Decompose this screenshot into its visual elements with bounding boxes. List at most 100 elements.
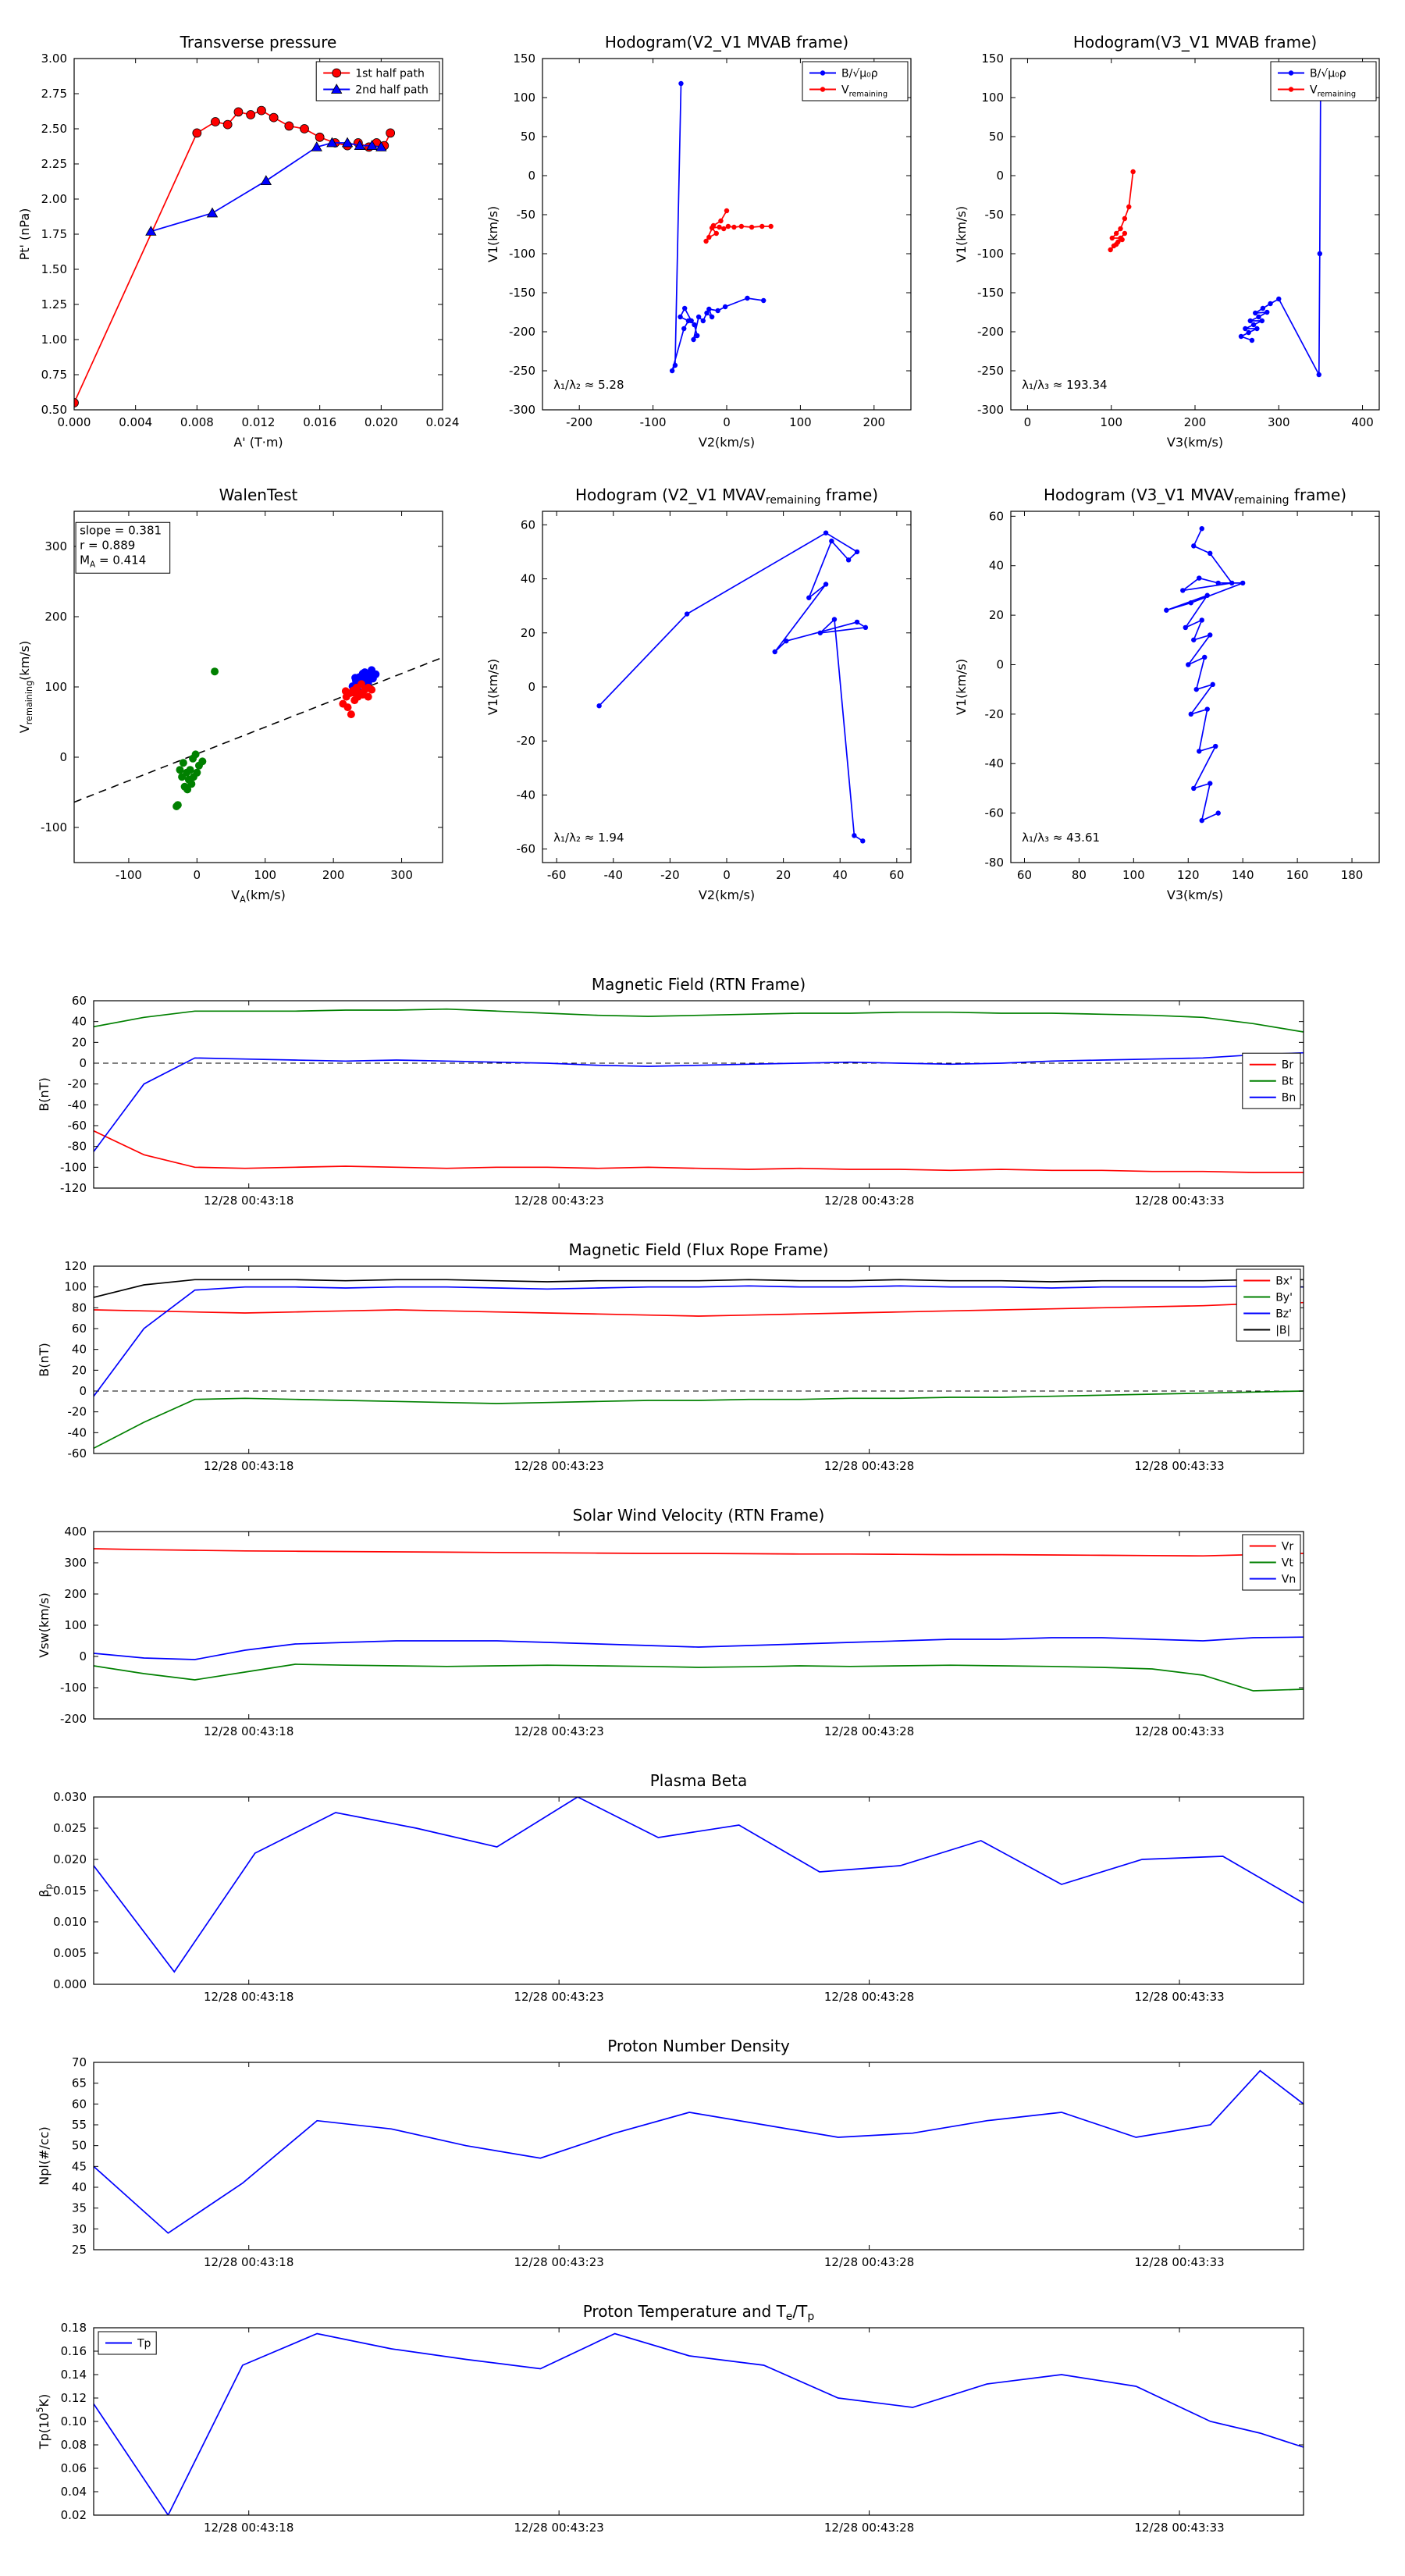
svg-text:-60: -60 (68, 1446, 87, 1461)
svg-text:12/28 00:43:18: 12/28 00:43:18 (204, 1990, 293, 2004)
svg-text:Bz': Bz' (1275, 1308, 1292, 1321)
svg-text:-40: -40 (68, 1098, 87, 1112)
svg-text:100: 100 (64, 1280, 87, 1294)
svg-text:0.12: 0.12 (61, 2391, 87, 2405)
svg-text:20: 20 (776, 868, 791, 882)
svg-text:65: 65 (72, 2076, 87, 2090)
svg-text:100: 100 (513, 91, 535, 105)
svg-text:Solar Wind Velocity (RTN Frame: Solar Wind Velocity (RTN Frame) (573, 1506, 825, 1525)
svg-text:0: 0 (59, 750, 67, 764)
svg-text:V1(km/s): V1(km/s) (954, 659, 969, 715)
svg-text:40: 40 (72, 2180, 87, 2194)
chart-hodogram-v3v1-mvab: 0 100 200 300 400 -300 -250 -200 -150 -100 -50 0 50 1… (937, 16, 1405, 468)
chart-svg-c5: 60 80 100 120 140 160 180 -80 -60 -40 -20 0 20 40 60 Ho… (954, 486, 1380, 902)
svg-text:-200: -200 (60, 1712, 87, 1726)
svg-text:0.012: 0.012 (242, 415, 276, 429)
svg-text:-120: -120 (60, 1181, 87, 1195)
svg-text:45: 45 (72, 2159, 87, 2173)
svg-text:V1(km/s): V1(km/s) (954, 206, 969, 262)
svg-text:20: 20 (989, 608, 1004, 622)
svg-text:Proton Number Density: Proton Number Density (607, 2037, 790, 2055)
svg-text:λ₁/λ₂ ≈ 5.28: λ₁/λ₂ ≈ 5.28 (553, 378, 624, 392)
svg-text:0.50: 0.50 (41, 403, 67, 417)
svg-text:λ₁/λ₂ ≈ 1.94: λ₁/λ₂ ≈ 1.94 (553, 831, 624, 845)
svg-text:0: 0 (996, 169, 1004, 183)
svg-text:160: 160 (1286, 868, 1309, 882)
svg-text:0: 0 (79, 1649, 87, 1663)
svg-text:-100: -100 (509, 247, 535, 261)
svg-text:Proton Temperature and Te/Tp: Proton Temperature and Te/Tp (583, 2302, 815, 2323)
svg-text:Pt' (nPa): Pt' (nPa) (17, 208, 32, 261)
svg-text:400: 400 (1351, 415, 1374, 429)
svg-text:12/28 00:43:28: 12/28 00:43:28 (824, 2255, 914, 2269)
svg-text:By': By' (1275, 1292, 1293, 1304)
svg-text:100: 100 (44, 680, 67, 694)
svg-text:0.008: 0.008 (180, 415, 214, 429)
svg-text:100: 100 (789, 415, 812, 429)
chart-proton-temperature: 12/28 00:43:18 12/28 00:43:23 12/28 00:43:… (0, 2295, 1405, 2560)
top-row: 0.000 0.004 0.008 0.012 0.016 0.020 0.024 0.50 0… (0, 16, 1405, 468)
svg-text:B/√μ₀ρ: B/√μ₀ρ (1310, 68, 1346, 80)
svg-text:βp: βp (37, 1884, 54, 1897)
svg-text:12/28 00:43:28: 12/28 00:43:28 (824, 1194, 914, 1208)
svg-text:55: 55 (72, 2118, 87, 2132)
svg-text:-40: -40 (985, 756, 1005, 770)
svg-text:Npl(#/cc): Npl(#/cc) (37, 2126, 52, 2185)
chart-svg-c6: 12/28 00:43:18 12/28 00:43:23 12/28 00:43:… (37, 975, 1304, 1208)
svg-text:50: 50 (72, 2139, 87, 2153)
svg-text:-40: -40 (517, 788, 536, 802)
svg-text:100: 100 (981, 91, 1004, 105)
svg-text:-60: -60 (68, 1119, 87, 1133)
svg-text:12/28 00:43:23: 12/28 00:43:23 (514, 1459, 603, 1473)
svg-text:12/28 00:43:23: 12/28 00:43:23 (514, 2255, 603, 2269)
chart-hodogram-v2v1-mvav: -60 -40 -20 0 20 40 60 -60 -40 -20 0 20 40 60 Hodogram… (468, 468, 937, 921)
svg-text:12/28 00:43:28: 12/28 00:43:28 (824, 1724, 914, 1738)
svg-text:Vremaining(km/s): Vremaining(km/s) (17, 641, 34, 734)
svg-text:12/28 00:43:33: 12/28 00:43:33 (1134, 1724, 1224, 1738)
svg-text:|B|: |B| (1275, 1325, 1290, 1337)
svg-text:0: 0 (528, 680, 535, 694)
svg-text:Plasma Beta: Plasma Beta (650, 1771, 748, 1790)
svg-text:Transverse pressure: Transverse pressure (180, 33, 337, 52)
svg-text:40: 40 (72, 1343, 87, 1357)
svg-text:-50: -50 (985, 208, 1005, 222)
svg-text:V1(km/s): V1(km/s) (486, 659, 500, 715)
svg-text:0: 0 (996, 657, 1004, 671)
svg-text:1.25: 1.25 (41, 297, 67, 311)
svg-text:0.16: 0.16 (61, 2344, 87, 2358)
svg-text:Hodogram (V2_V1 MVAVremaining: Hodogram (V2_V1 MVAVremaining frame) (575, 486, 878, 507)
svg-text:400: 400 (64, 1525, 87, 1539)
svg-text:300: 300 (390, 868, 413, 882)
svg-text:40: 40 (72, 1015, 87, 1029)
svg-text:1.50: 1.50 (41, 262, 67, 276)
svg-text:12/28 00:43:33: 12/28 00:43:33 (1134, 1990, 1224, 2004)
svg-text:60: 60 (521, 518, 535, 532)
svg-text:-20: -20 (985, 707, 1005, 721)
svg-text:300: 300 (1268, 415, 1290, 429)
svg-text:0.010: 0.010 (53, 1915, 87, 1929)
svg-text:-200: -200 (509, 325, 535, 339)
svg-text:0.004: 0.004 (119, 415, 152, 429)
svg-text:20: 20 (521, 626, 535, 640)
svg-text:60: 60 (72, 1322, 87, 1336)
svg-text:-150: -150 (509, 286, 535, 300)
svg-text:20: 20 (72, 1363, 87, 1377)
svg-text:180: 180 (1341, 868, 1364, 882)
chart-svg-c2: 0 100 200 300 400 -300 -250 -200 -150 -100 -50 0 50 1… (954, 33, 1380, 450)
svg-text:12/28 00:43:28: 12/28 00:43:28 (824, 1990, 914, 2004)
svg-text:Tp: Tp (137, 2338, 151, 2350)
svg-text:1.00: 1.00 (41, 333, 67, 347)
svg-text:0.020: 0.020 (53, 1852, 87, 1866)
svg-text:80: 80 (72, 1300, 87, 1315)
svg-text:40: 40 (521, 572, 535, 586)
svg-text:12/28 00:43:18: 12/28 00:43:18 (204, 1724, 293, 1738)
svg-text:-100: -100 (977, 247, 1004, 261)
svg-text:0: 0 (723, 868, 731, 882)
svg-text:70: 70 (72, 2055, 87, 2069)
svg-text:12/28 00:43:18: 12/28 00:43:18 (204, 2255, 293, 2269)
svg-text:25: 25 (72, 2243, 87, 2257)
svg-text:-250: -250 (509, 364, 535, 378)
svg-text:0.000: 0.000 (53, 1977, 87, 1991)
svg-text:2.00: 2.00 (41, 192, 67, 206)
svg-text:V3(km/s): V3(km/s) (1167, 435, 1223, 450)
